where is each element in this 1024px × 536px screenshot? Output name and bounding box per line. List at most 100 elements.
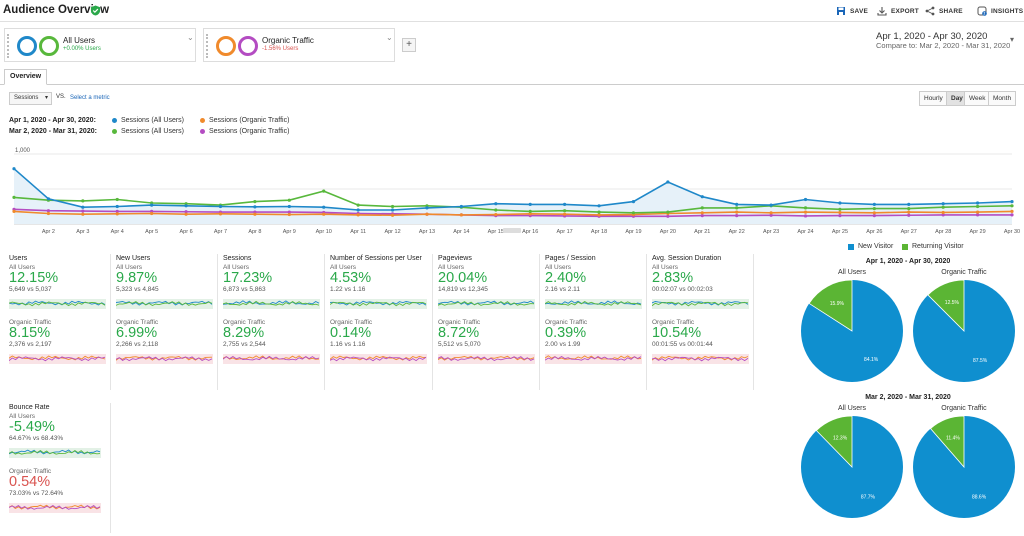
insights-label: INSIGHTS [991, 7, 1024, 15]
drag-handle[interactable] [206, 34, 208, 58]
share-button[interactable]: SHARE [925, 6, 963, 16]
data-point [356, 213, 360, 217]
metric-change: 2.40% [545, 270, 587, 286]
pie-label-new: 87.7% [861, 494, 876, 500]
data-point [494, 202, 498, 206]
series-area [14, 168, 1012, 224]
data-point [12, 167, 16, 171]
select-metric-link[interactable]: Select a metric [70, 95, 110, 101]
data-point [81, 199, 85, 203]
pie-chart[interactable]: 15.9% 84.1% [799, 278, 905, 384]
pie-label-returning: 12.3% [833, 436, 848, 442]
legend-item[interactable]: Sessions (All Users) [112, 117, 184, 124]
legend-dot [112, 129, 117, 134]
sparkline [330, 299, 427, 309]
sparkline [9, 503, 101, 513]
metric-cell[interactable]: Pages / Session All Users 2.40% 2.16 vs 2.1… [545, 255, 648, 364]
sparkline [9, 299, 106, 309]
chevron-down-icon[interactable]: ▾ [1010, 35, 1015, 44]
metric-cell[interactable]: New Users All Users 9.87% 5,323 vs 4,845 Org… [116, 255, 219, 364]
data-point [46, 209, 51, 213]
data-point [425, 206, 429, 210]
pie-label-new: 87.5% [973, 358, 988, 364]
export-button[interactable]: EXPORT [877, 6, 919, 16]
metric-title: Pages / Session [545, 255, 596, 262]
pie-slice-returning [808, 279, 853, 332]
metric-cell[interactable]: Bounce Rate All Users -5.49% 64.67% vs 68.4… [9, 404, 107, 513]
metric-cell[interactable]: Avg. Session Duration All Users 2.83% 00:02… [652, 255, 755, 364]
date-compare[interactable]: Compare to: Mar 2, 2020 - Mar 31, 2020 [876, 41, 1011, 50]
metric-segment: All Users [652, 264, 679, 271]
metric-segment: Organic Traffic [223, 319, 266, 326]
pie-label-returning: 15.9% [830, 301, 845, 307]
x-tick-label: Apr 29 [969, 229, 985, 235]
x-tick-label: Apr 24 [797, 229, 813, 235]
insights-button[interactable]: 2 INSIGHTS [977, 6, 1023, 16]
granularity-week[interactable]: Week [964, 91, 991, 106]
metric-block-all-users: All Users 2.40% 2.16 vs 2.11 [545, 264, 648, 309]
metric-segment: Organic Traffic [438, 319, 481, 326]
pie-slice-returning [927, 279, 965, 332]
sparkline [438, 354, 535, 364]
pie-period-title: Mar 2, 2020 - Mar 31, 2020 [865, 394, 951, 401]
data-point [528, 202, 532, 206]
add-segment-button[interactable]: + [402, 38, 416, 52]
pie-chart[interactable]: 12.3% 87.7% [799, 414, 905, 520]
data-point [975, 210, 980, 214]
save-button[interactable]: SAVE [836, 6, 868, 16]
data-point [115, 212, 119, 216]
pie-chart[interactable]: 11.4% 88.6% [911, 414, 1017, 520]
metric-segment: All Users [545, 264, 572, 271]
chevron-down-icon[interactable]: ⌄ [386, 33, 393, 42]
segment-card-all-users[interactable]: All Users +0.00% Users ⌄ [4, 28, 196, 62]
pie-chart[interactable]: 12.5% 87.5% [911, 278, 1017, 384]
pie-segment-label: Organic Traffic [941, 269, 987, 276]
metric-block-organic-traffic: Organic Traffic 10.54% 00:01:55 vs 00:01:4… [652, 319, 755, 364]
granularity-hourly[interactable]: Hourly [919, 91, 948, 106]
metric-segment: Organic Traffic [652, 319, 695, 326]
x-tick-label: Apr 2 [42, 229, 55, 235]
date-range[interactable]: Apr 1, 2020 - Apr 30, 2020 [876, 31, 988, 42]
sparkline-line [223, 300, 320, 305]
metric-segment: Organic Traffic [545, 319, 588, 326]
x-tick-label: Apr 8 [248, 229, 261, 235]
pie-label-new: 84.1% [864, 357, 879, 363]
legend-item[interactable]: Sessions (Organic Traffic) [200, 128, 289, 135]
metric-block-all-users: All Users 2.83% 00:02:07 vs 00:02:03 [652, 264, 755, 309]
sparkline-line [116, 356, 213, 361]
sparkline-bg [9, 354, 106, 364]
legend-item[interactable]: Sessions (All Users) [112, 128, 184, 135]
metric-cell[interactable]: Users All Users 12.15% 5,649 vs 5,037 Organi… [9, 255, 112, 364]
x-tick-label: Apr 3 [76, 229, 89, 235]
metric-title: Users [9, 255, 28, 262]
metric-comparison: 73.03% vs 72.64% [9, 490, 64, 497]
metric-block-all-users: All Users 4.53% 1.22 vs 1.16 [330, 264, 433, 309]
legend-item[interactable]: Sessions (Organic Traffic) [200, 117, 289, 124]
metric-cell[interactable]: Sessions All Users 17.23% 6,873 vs 5,863 Org… [223, 255, 326, 364]
pie-segment-label: Organic Traffic [941, 405, 987, 412]
data-point [597, 213, 601, 217]
metric-comparison: 2.00 vs 1.99 [545, 341, 581, 348]
x-tick-label: Apr 14 [453, 229, 469, 235]
legend-dot [200, 118, 205, 123]
sparkline-line [438, 300, 535, 306]
series-line [13, 210, 1013, 217]
data-point [975, 201, 980, 205]
metric-select[interactable]: Sessions ▾ [9, 92, 52, 105]
drag-handle[interactable] [7, 34, 9, 58]
legend-period-2: Mar 2, 2020 - Mar 31, 2020: [9, 128, 97, 135]
chevron-down-icon[interactable]: ⌄ [187, 33, 194, 42]
data-point [803, 197, 808, 202]
metric-block-organic-traffic: Organic Traffic 8.15% 2,376 vs 2,197 [9, 319, 112, 364]
data-point [838, 210, 842, 215]
granularity-month[interactable]: Month [988, 91, 1017, 106]
tab-overview[interactable]: Overview [4, 69, 48, 85]
data-point [735, 202, 739, 206]
metric-cell[interactable]: Number of Sessions per User All Users 4.53… [330, 255, 433, 364]
data-point [12, 195, 16, 199]
metric-cell[interactable]: Pageviews All Users 20.04% 14,819 vs 12,345… [438, 255, 541, 364]
segment-card-organic-traffic[interactable]: Organic Traffic -1.56% Users ⌄ [203, 28, 395, 62]
segment-rings-icon [17, 36, 59, 56]
segment-rings-icon [216, 36, 258, 56]
